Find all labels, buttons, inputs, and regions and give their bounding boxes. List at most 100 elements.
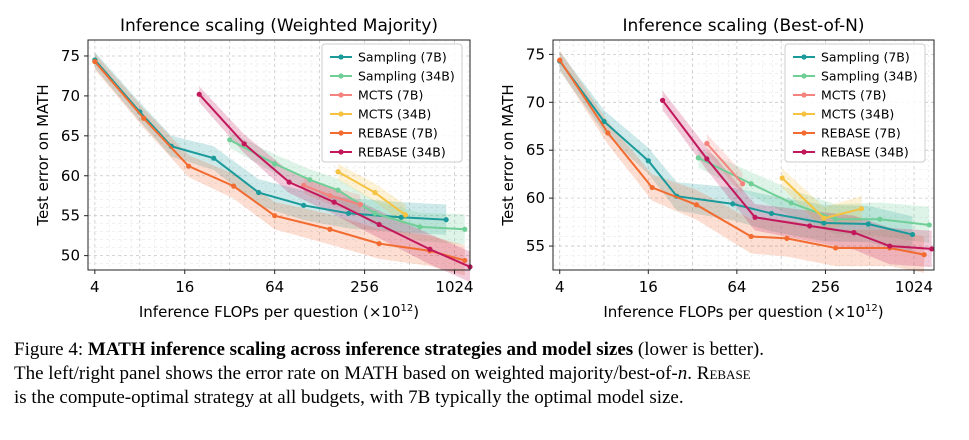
- data-point-sampling-34b: [748, 181, 754, 187]
- legend-marker-mcts-34b: [801, 111, 807, 117]
- caption-line2-part2: .: [687, 363, 697, 384]
- data-point-sampling-34b: [417, 224, 423, 230]
- data-point-rebase-7b: [92, 58, 98, 65]
- legend-marker-rebase-34b: [338, 149, 344, 155]
- data-point-mcts-7b: [327, 193, 333, 199]
- x-tick-label: 16: [639, 278, 658, 296]
- legend-box: [784, 43, 926, 163]
- band-rebase-7b: [559, 50, 925, 273]
- x-axis-label: Inference FLOPs per question (×1012): [139, 303, 419, 321]
- data-point-sampling-34b: [307, 177, 313, 183]
- legend-marker-sampling-7b: [338, 54, 344, 60]
- data-point-sampling-7b: [211, 155, 217, 161]
- legend-marker-mcts-7b: [338, 92, 344, 98]
- caption-line2-part1: The left/right panel shows the error rat…: [14, 363, 678, 384]
- x-tick-label: 64: [727, 278, 746, 296]
- band-rebase-7b: [94, 53, 465, 276]
- data-point-sampling-7b: [345, 210, 352, 216]
- data-point-sampling-7b: [730, 201, 736, 207]
- data-point-rebase-7b: [921, 252, 927, 258]
- chart-title: Inference scaling (Weighted Majority): [120, 16, 438, 36]
- band-sampling-7b: [94, 51, 447, 235]
- y-tick-label: 70: [526, 93, 545, 111]
- data-point-rebase-34b: [427, 246, 433, 252]
- band-mcts-34b: [338, 163, 406, 226]
- data-point-rebase-7b: [748, 233, 754, 240]
- legend-marker-sampling-34b: [338, 73, 344, 79]
- x-tick-label: 1024: [435, 278, 473, 296]
- data-point-rebase-34b: [331, 199, 337, 205]
- legend-label-mcts-34b: MCTS (34B): [358, 107, 431, 122]
- data-point-sampling-7b: [601, 118, 607, 125]
- y-tick-label: 65: [526, 141, 545, 159]
- data-point-mcts-7b: [740, 181, 746, 187]
- data-point-sampling-7b: [443, 217, 449, 223]
- data-point-mcts-7b: [704, 140, 710, 147]
- x-tick-label: 1024: [895, 278, 933, 296]
- y-tick-label: 75: [526, 45, 545, 63]
- data-point-rebase-7b: [327, 226, 333, 232]
- legend-label-mcts-7b: MCTS (7B): [358, 88, 423, 103]
- data-point-rebase-34b: [752, 214, 758, 220]
- caption-bold-title: MATH inference scaling across inference …: [87, 339, 634, 360]
- data-point-rebase-7b: [832, 245, 839, 251]
- x-tick-label: 256: [350, 278, 379, 296]
- data-point-sampling-7b: [256, 189, 262, 196]
- data-point-mcts-34b: [779, 175, 785, 181]
- legend-label-sampling-7b: Sampling (7B): [358, 50, 447, 65]
- data-point-rebase-7b: [272, 213, 278, 219]
- data-point-sampling-34b: [695, 155, 701, 161]
- series-line-mcts-7b: [706, 142, 744, 185]
- y-tick-label: 70: [61, 87, 80, 105]
- data-point-sampling-34b: [335, 187, 341, 193]
- data-point-rebase-7b: [141, 115, 147, 121]
- data-point-rebase-7b: [186, 163, 192, 169]
- y-tick-label: 50: [61, 247, 80, 265]
- data-point-rebase-7b: [784, 235, 790, 241]
- data-point-rebase-7b: [557, 57, 563, 63]
- data-point-mcts-34b: [335, 169, 341, 175]
- chart-panel-best-of-n: 4 16 64 256 1024 55 60 65 70 75 Inference scaling …: [499, 16, 935, 321]
- data-point-rebase-34b: [196, 91, 202, 97]
- data-point-sampling-7b: [301, 202, 307, 208]
- legend-label-mcts-7b: MCTS (7B): [821, 88, 886, 103]
- legend-marker-mcts-34b: [338, 111, 344, 117]
- legend-label-rebase-34b: REBASE (34B): [821, 145, 909, 160]
- y-tick-label: 75: [61, 47, 80, 65]
- data-point-rebase-7b: [231, 183, 237, 189]
- y-tick-label: 60: [526, 189, 545, 207]
- caption-rebase-smallcaps: Rebase: [696, 363, 751, 384]
- data-point-rebase-34b: [659, 97, 666, 103]
- data-point-sampling-7b: [821, 220, 827, 226]
- legend-marker-rebase-7b: [801, 130, 807, 136]
- legend-label-rebase-34b: REBASE (34B): [358, 145, 446, 160]
- data-point-sampling-34b: [788, 200, 794, 206]
- series-line-sampling-34b: [697, 156, 930, 226]
- data-point-sampling-7b: [768, 210, 775, 217]
- legend-marker-rebase-34b: [801, 149, 807, 155]
- data-point-sampling-34b: [462, 226, 468, 232]
- data-point-rebase-7b: [376, 241, 382, 247]
- legend-label-mcts-34b: MCTS (34B): [821, 107, 894, 122]
- data-point-sampling-7b: [398, 214, 404, 220]
- legend-label-sampling-34b: Sampling (34B): [821, 69, 918, 84]
- y-tick-label: 60: [61, 167, 80, 185]
- x-tick-label: 4: [555, 278, 565, 296]
- plot-frame: [87, 39, 471, 271]
- data-point-rebase-34b: [929, 246, 935, 252]
- data-point-rebase-7b: [605, 130, 611, 136]
- data-point-mcts-34b: [372, 189, 378, 196]
- data-point-sampling-7b: [645, 158, 651, 164]
- plot-frame: [552, 39, 935, 271]
- data-point-mcts-7b: [301, 182, 307, 188]
- data-point-mcts-7b: [357, 201, 364, 208]
- legend-marker-sampling-34b: [801, 73, 807, 79]
- caption-line3: is the compute-optimal strategy at all b…: [14, 387, 684, 408]
- data-point-rebase-7b: [462, 257, 468, 264]
- data-point-rebase-34b: [376, 221, 382, 228]
- data-point-rebase-34b: [807, 223, 813, 229]
- data-point-mcts-34b: [402, 212, 408, 218]
- data-point-sampling-7b: [865, 221, 871, 227]
- data-point-rebase-34b: [704, 156, 710, 162]
- caption-after-title: (lower is better).: [633, 339, 765, 360]
